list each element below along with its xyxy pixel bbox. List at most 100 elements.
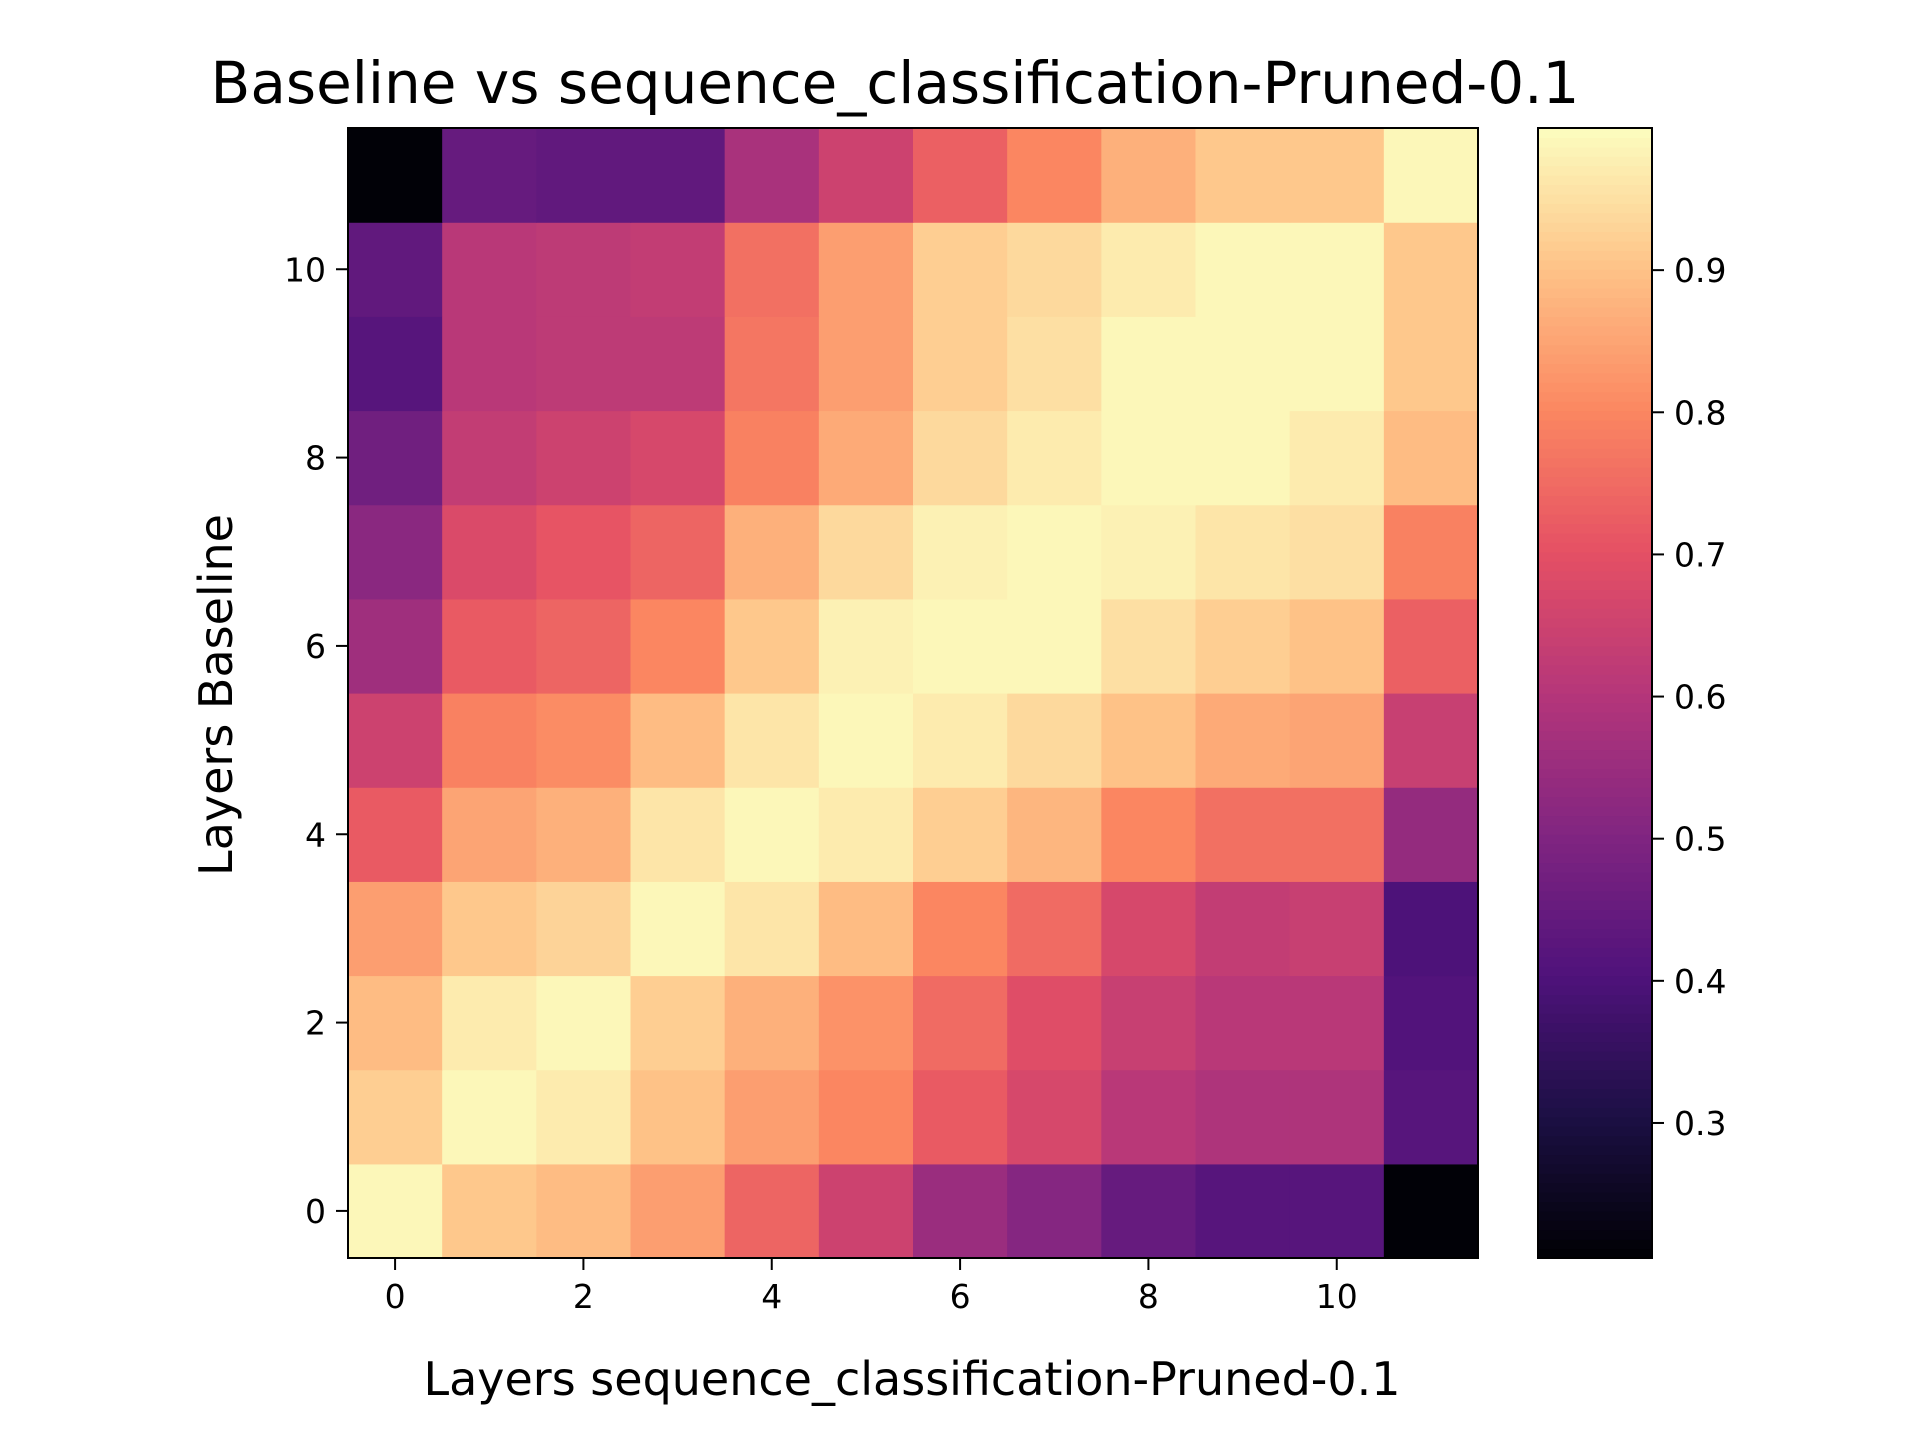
heatmap-cell [1007, 1069, 1102, 1165]
heatmap-cell [913, 881, 1008, 977]
heatmap-cell [536, 1163, 632, 1259]
colorbar-segment [1538, 909, 1652, 920]
colorbar-segment [1538, 1088, 1652, 1099]
colorbar-segment [1538, 984, 1652, 995]
heatmap-cell [536, 128, 632, 223]
colorbar-segment [1538, 1210, 1652, 1221]
colorbar-segment [1538, 231, 1652, 242]
colorbar-segment [1538, 636, 1652, 647]
colorbar-segment [1538, 881, 1652, 892]
heatmap-cell [536, 598, 632, 694]
heatmap-cell [442, 128, 537, 223]
colorbar-segment [1538, 664, 1652, 675]
heatmap-cell [630, 881, 726, 977]
heatmap-cell [348, 975, 443, 1071]
y-tick-label: 4 [305, 815, 326, 854]
heatmap-cell [1101, 128, 1197, 223]
colorbar-segment [1538, 919, 1652, 930]
colorbar-segment [1538, 1192, 1652, 1203]
heatmap-cell [913, 504, 1008, 600]
colorbar-segment [1538, 1013, 1652, 1024]
colorbar-segment [1538, 325, 1652, 336]
heatmap-cell [348, 410, 443, 506]
heatmap-cell [1101, 316, 1197, 412]
heatmap-cell [724, 316, 820, 412]
heatmap-cell [630, 787, 726, 882]
colorbar-frame [1537, 127, 1653, 1259]
heatmap-cell [818, 128, 914, 223]
heatmap-cell [1101, 693, 1197, 788]
colorbar [1537, 127, 1653, 1259]
heatmap-cell [1383, 1163, 1479, 1259]
colorbar-segment [1538, 815, 1652, 826]
colorbar-segment [1538, 297, 1652, 308]
heatmap-cell [1007, 410, 1102, 506]
heatmap-cell [724, 881, 820, 977]
colorbar-segment [1538, 956, 1652, 967]
heatmap-cell [818, 504, 914, 600]
colorbar-segment [1538, 570, 1652, 581]
heatmap-cell [1289, 222, 1385, 317]
heatmap-cell [818, 316, 914, 412]
heatmap-cell [348, 504, 443, 600]
heatmap-cell [630, 598, 726, 694]
colorbar-segment [1538, 1126, 1652, 1137]
heatmap-cell [348, 693, 443, 788]
colorbar-segment [1538, 645, 1652, 656]
colorbar-segment [1538, 711, 1652, 722]
colorbar-segment [1538, 627, 1652, 638]
heatmap-cell [1195, 128, 1291, 223]
colorbar-segment [1538, 1239, 1652, 1250]
heatmap-cell [1195, 1163, 1291, 1259]
colorbar-segment [1538, 1003, 1652, 1014]
colorbar-segment [1538, 363, 1652, 374]
colorbar-tick-label: 0.5 [1674, 820, 1726, 859]
heatmap-cell [1101, 598, 1197, 694]
colorbar-segment [1538, 288, 1652, 299]
colorbar-segment [1538, 429, 1652, 440]
colorbar-segment [1538, 269, 1652, 280]
colorbar-segment [1538, 721, 1652, 732]
x-tick-label: 2 [573, 1277, 594, 1316]
colorbar-tick-label: 0.4 [1674, 962, 1726, 1001]
colorbar-segment [1538, 730, 1652, 741]
heatmap-cell [442, 598, 537, 694]
colorbar-segment [1538, 589, 1652, 600]
colorbar-segment [1538, 1135, 1652, 1146]
colorbar-segment [1538, 212, 1652, 223]
heatmap-cell [630, 222, 726, 317]
heatmap-cell [630, 504, 726, 600]
colorbar-segment [1538, 457, 1652, 468]
heatmap-cells [348, 128, 1479, 1259]
heatmap-cell [630, 128, 726, 223]
heatmap-cell [442, 881, 537, 977]
heatmap-cell [536, 316, 632, 412]
heatmap-cell [1195, 598, 1291, 694]
colorbar-segment [1538, 1154, 1652, 1165]
colorbar-segment [1538, 580, 1652, 591]
colorbar-ticks: 0.3 0.4 0.5 0.6 0.7 0.8 0.9 [1652, 251, 1726, 1143]
colorbar-segment [1538, 532, 1652, 543]
heatmap-cell [724, 504, 820, 600]
heatmap-cell [818, 598, 914, 694]
heatmap-cell [442, 975, 537, 1071]
heatmap-cell [818, 1069, 914, 1165]
x-tick-label: 8 [1138, 1277, 1159, 1316]
y-axis-label: Layers Baseline [189, 514, 243, 876]
y-tick-label: 2 [305, 1004, 326, 1043]
colorbar-segment [1538, 994, 1652, 1005]
heatmap-cell [1289, 693, 1385, 788]
heatmap-cell [442, 1163, 537, 1259]
colorbar-segment [1538, 1079, 1652, 1090]
colorbar-segment [1538, 598, 1652, 609]
colorbar-segment [1538, 1248, 1652, 1259]
colorbar-segment [1538, 476, 1652, 487]
heatmap-cell [1195, 787, 1291, 882]
colorbar-segment [1538, 758, 1652, 769]
heatmap-cell [1383, 504, 1479, 600]
colorbar-segment [1538, 928, 1652, 939]
colorbar-tick-label: 0.9 [1674, 251, 1726, 290]
colorbar-segment [1538, 947, 1652, 958]
colorbar-segment [1538, 824, 1652, 835]
